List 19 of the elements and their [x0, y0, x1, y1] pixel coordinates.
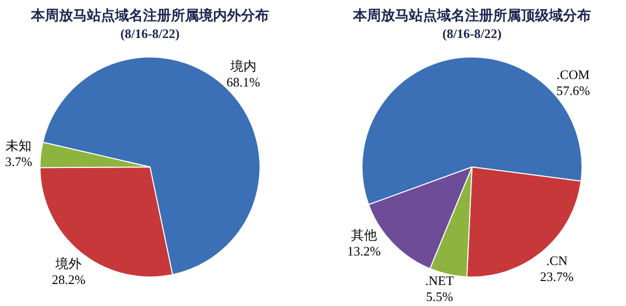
- slice-label: 未知: [6, 138, 32, 154]
- pie-slice: [42, 56, 260, 276]
- data-label: 3.7%: [5, 154, 32, 170]
- data-label: 68.1%: [226, 74, 260, 90]
- data-label: 57.6%: [556, 83, 590, 98]
- slice-label: 其他: [350, 228, 377, 243]
- chart-title: 本周放马站点域名注册所属境内外分布: [30, 7, 269, 24]
- slice-label: .CN: [546, 253, 568, 268]
- slice-label: 境内: [229, 58, 256, 74]
- data-label: 5.5%: [426, 289, 454, 304]
- slice-label: .NET: [425, 273, 454, 288]
- data-label: 13.2%: [347, 244, 381, 259]
- chart-subtitle: (8/16-8/22): [120, 26, 180, 41]
- chart-subtitle: (8/16-8/22): [442, 26, 502, 41]
- slice-label: .COM: [556, 67, 590, 82]
- data-label: 23.7%: [540, 269, 574, 284]
- slice-label: 境外: [54, 256, 82, 272]
- data-label: 28.2%: [52, 272, 86, 288]
- chart-title: 本周放马站点域名注册所属顶级域分布: [352, 7, 591, 24]
